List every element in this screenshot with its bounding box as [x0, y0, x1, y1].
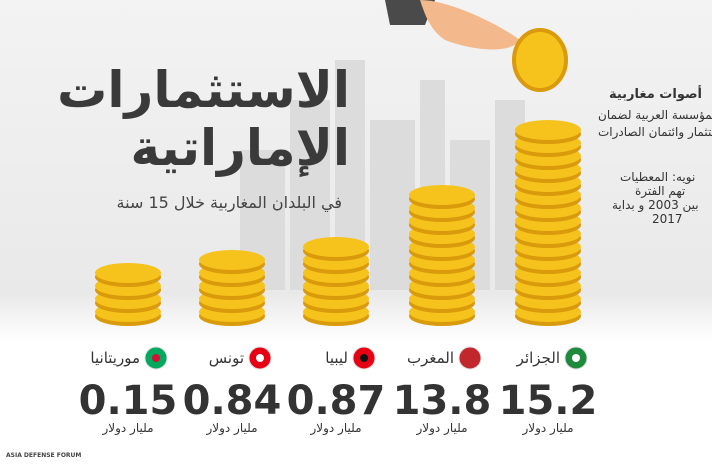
value: 13.8 — [392, 378, 492, 424]
value: 0.87 — [286, 378, 386, 424]
country-name: الجزائر — [516, 349, 560, 367]
note-line: نويه: المعطيات — [620, 170, 696, 184]
coin — [303, 237, 369, 257]
watermark: ASIA DEFENSE FORUM — [6, 452, 82, 459]
note-line: بين 2003 و بداية — [612, 198, 699, 212]
logo: أصوات مغاربية — [608, 87, 702, 102]
value: 0.15 — [78, 378, 178, 424]
hand — [385, 0, 520, 50]
value: 0.84 — [182, 378, 282, 424]
unit: مليار دولار — [102, 421, 154, 435]
flag — [256, 354, 264, 362]
flag — [466, 354, 474, 362]
note-line: 2017 — [652, 212, 683, 226]
unit: مليار دولار — [206, 421, 258, 435]
country-name: موريتانيا — [90, 349, 140, 367]
unit: مليار دولار — [522, 421, 574, 435]
coin — [199, 250, 265, 270]
value: 15.2 — [498, 378, 598, 424]
source-line: ر: المؤسسة العربية لضمان — [598, 108, 712, 122]
coin — [515, 120, 581, 140]
title-line: الإماراتية — [130, 119, 350, 177]
flag — [360, 354, 368, 362]
flag — [152, 354, 160, 362]
coin — [512, 28, 568, 92]
subtitle: في البلدان المغاربية خلال 15 سنة — [116, 193, 342, 212]
unit: مليار دولار — [416, 421, 468, 435]
flag — [572, 354, 580, 362]
country-name: ليبيا — [325, 349, 348, 367]
title-line: الاستثمارات — [57, 61, 350, 119]
country-name: تونس — [208, 349, 244, 367]
coin — [95, 263, 161, 283]
country-name: المغرب — [406, 349, 454, 367]
note-line: تهم الفترة — [635, 184, 686, 198]
coin — [409, 185, 475, 205]
source-line: ستثمار وائتمان الصادرات — [598, 125, 712, 139]
coin-stacks — [95, 28, 588, 370]
unit: مليار دولار — [310, 421, 362, 435]
